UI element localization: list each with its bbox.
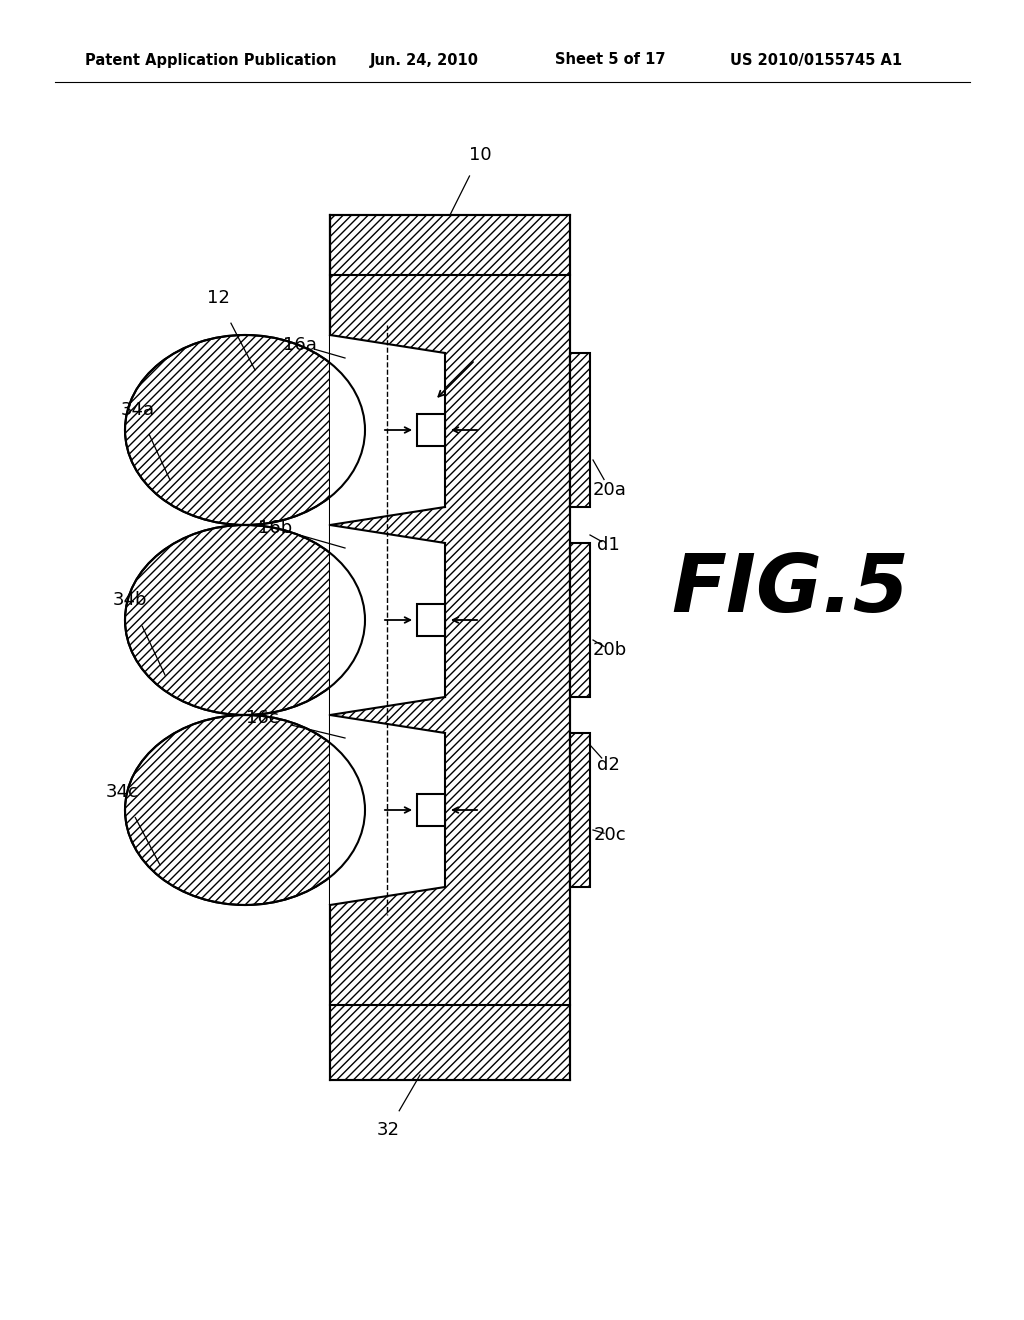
Text: 16b: 16b bbox=[258, 519, 292, 537]
Text: d2: d2 bbox=[597, 756, 620, 774]
Text: 16c: 16c bbox=[246, 709, 279, 727]
Text: 20b: 20b bbox=[593, 642, 627, 659]
Text: 32: 32 bbox=[377, 1121, 399, 1139]
Text: FIG.5: FIG.5 bbox=[671, 550, 909, 630]
Text: 12: 12 bbox=[207, 289, 229, 308]
Text: 20a: 20a bbox=[593, 480, 627, 499]
Polygon shape bbox=[417, 605, 445, 636]
Ellipse shape bbox=[125, 525, 365, 715]
Polygon shape bbox=[330, 335, 445, 525]
Text: 16a: 16a bbox=[283, 337, 317, 354]
Text: 20c: 20c bbox=[594, 826, 627, 843]
Ellipse shape bbox=[125, 335, 365, 525]
Text: 34a: 34a bbox=[121, 401, 155, 418]
Polygon shape bbox=[570, 543, 590, 697]
Polygon shape bbox=[570, 733, 590, 887]
Text: d1: d1 bbox=[597, 536, 620, 554]
Ellipse shape bbox=[125, 715, 365, 906]
Text: 34b: 34b bbox=[113, 591, 147, 609]
Text: US 2010/0155745 A1: US 2010/0155745 A1 bbox=[730, 53, 902, 67]
Text: Jun. 24, 2010: Jun. 24, 2010 bbox=[370, 53, 479, 67]
Polygon shape bbox=[417, 795, 445, 826]
Polygon shape bbox=[330, 715, 445, 906]
Text: Sheet 5 of 17: Sheet 5 of 17 bbox=[555, 53, 666, 67]
Polygon shape bbox=[330, 525, 445, 715]
Polygon shape bbox=[330, 215, 570, 1080]
Polygon shape bbox=[570, 352, 590, 507]
Text: Patent Application Publication: Patent Application Publication bbox=[85, 53, 337, 67]
Polygon shape bbox=[417, 414, 445, 446]
Text: 10: 10 bbox=[469, 147, 492, 164]
Text: 34c: 34c bbox=[105, 783, 138, 801]
